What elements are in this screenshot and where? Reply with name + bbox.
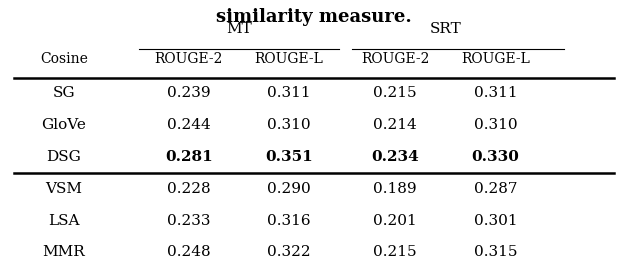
Text: GloVe: GloVe [41, 118, 86, 132]
Text: ROUGE-2: ROUGE-2 [361, 52, 430, 66]
Text: 0.201: 0.201 [374, 214, 417, 228]
Text: ROUGE-2: ROUGE-2 [154, 52, 223, 66]
Text: DSG: DSG [46, 150, 82, 164]
Text: MMR: MMR [43, 245, 85, 258]
Text: LSA: LSA [48, 214, 80, 228]
Text: 0.189: 0.189 [374, 182, 417, 196]
Text: 0.330: 0.330 [472, 150, 519, 164]
Text: 0.233: 0.233 [167, 214, 211, 228]
Text: 0.248: 0.248 [167, 245, 211, 258]
Text: 0.301: 0.301 [474, 214, 517, 228]
Text: 0.234: 0.234 [371, 150, 419, 164]
Text: SG: SG [53, 86, 75, 100]
Text: 0.351: 0.351 [265, 150, 313, 164]
Text: 0.287: 0.287 [474, 182, 517, 196]
Text: 0.244: 0.244 [167, 118, 211, 132]
Text: SRT: SRT [430, 22, 461, 36]
Text: 0.315: 0.315 [474, 245, 517, 258]
Text: 0.215: 0.215 [374, 86, 417, 100]
Text: 0.311: 0.311 [267, 86, 311, 100]
Text: 0.316: 0.316 [267, 214, 311, 228]
Text: VSM: VSM [45, 182, 82, 196]
Text: 0.290: 0.290 [267, 182, 311, 196]
Text: 0.322: 0.322 [267, 245, 311, 258]
Text: 0.311: 0.311 [474, 86, 517, 100]
Text: 0.310: 0.310 [474, 118, 517, 132]
Text: ROUGE-L: ROUGE-L [461, 52, 530, 66]
Text: 0.215: 0.215 [374, 245, 417, 258]
Text: Cosine: Cosine [40, 52, 88, 66]
Text: 0.214: 0.214 [374, 118, 417, 132]
Text: 0.228: 0.228 [167, 182, 211, 196]
Text: MT: MT [226, 22, 252, 36]
Text: 0.310: 0.310 [267, 118, 311, 132]
Text: 0.281: 0.281 [165, 150, 213, 164]
Text: 0.239: 0.239 [167, 86, 211, 100]
Text: similarity measure.: similarity measure. [216, 8, 412, 26]
Text: ROUGE-L: ROUGE-L [254, 52, 323, 66]
